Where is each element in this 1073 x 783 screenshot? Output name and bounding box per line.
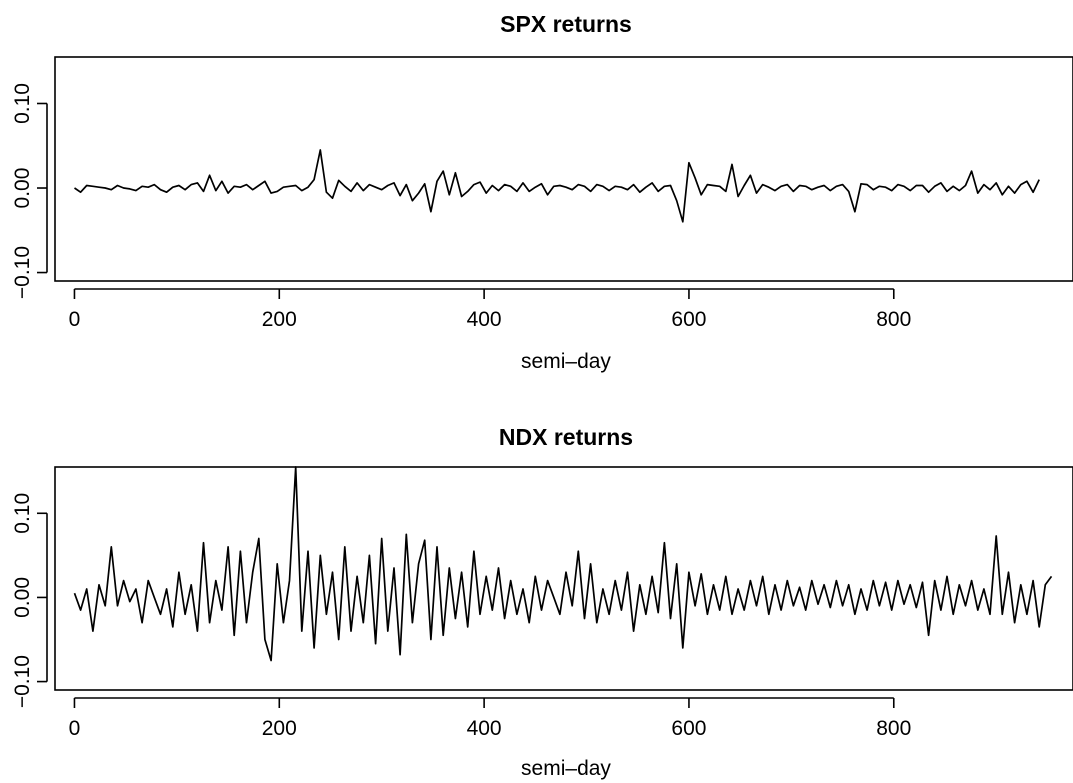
y-tick-label: 0.10: [11, 83, 34, 124]
x-tick-label: 200: [262, 308, 297, 331]
x-axis-label: semi–day: [521, 350, 611, 373]
series-line: [73, 466, 1053, 662]
panel-ndx: NDX returns 0 200 400 600 800 −0.100.000.10 …: [11, 424, 1073, 780]
chart-title: NDX returns: [499, 424, 633, 450]
panel-spx: SPX returns 0 200 400 600 800 −0.100.000.10 …: [11, 11, 1073, 373]
series-line: [74, 149, 1040, 223]
y-tick-label: 0.10: [11, 493, 34, 534]
x-tick-label: 200: [262, 717, 297, 740]
y-tick-label: 0.00: [11, 577, 34, 618]
x-tick-label: 800: [876, 308, 911, 331]
x-tick-label: 600: [671, 717, 706, 740]
x-tick-label: 0: [69, 308, 81, 331]
x-tick-label: 400: [467, 717, 502, 740]
y-axis: −0.10 0.00 0.10: [11, 493, 48, 708]
x-tick-label: 0: [69, 717, 81, 740]
chart-title: SPX returns: [500, 11, 632, 37]
y-tick-label: −0.10: [11, 655, 34, 708]
plot-frame: [54, 56, 1073, 282]
y-axis: −0.10 0.00 0.10: [11, 83, 48, 299]
x-tick-label: 400: [467, 308, 502, 331]
x-tick-label: 600: [671, 308, 706, 331]
x-axis-label: semi–day: [521, 757, 611, 780]
x-axis: 0 200 400 600 800: [69, 288, 911, 331]
x-axis: 0 200 400 600 800: [69, 697, 911, 740]
y-tick-label: 0.00: [11, 168, 34, 209]
plot-frame: [54, 466, 1073, 691]
x-tick-label: 800: [876, 717, 911, 740]
y-tick-label: −0.10: [11, 246, 34, 299]
